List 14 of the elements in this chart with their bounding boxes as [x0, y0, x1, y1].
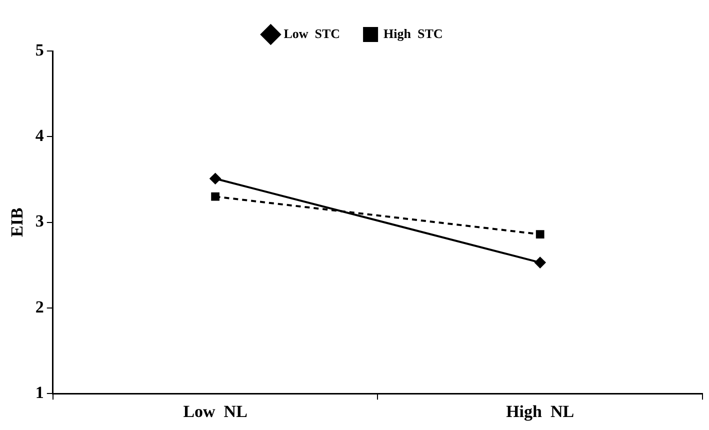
y-tick-label: 3	[35, 212, 44, 231]
point	[211, 192, 220, 201]
point	[536, 230, 544, 238]
x-tick-label: High NL	[506, 402, 574, 422]
y-axis-title: EIB	[8, 208, 27, 237]
y-tick-label: 1	[35, 382, 44, 402]
legend-label: Low STC	[284, 26, 340, 41]
point	[210, 173, 221, 184]
y-tick-label: 5	[35, 40, 44, 60]
y-tick-label: 2	[35, 297, 44, 316]
legend-label: High STC	[384, 26, 443, 41]
x-tick-label: Low NL	[183, 402, 248, 422]
y-tick-label: 4	[35, 126, 44, 146]
point	[534, 257, 546, 268]
